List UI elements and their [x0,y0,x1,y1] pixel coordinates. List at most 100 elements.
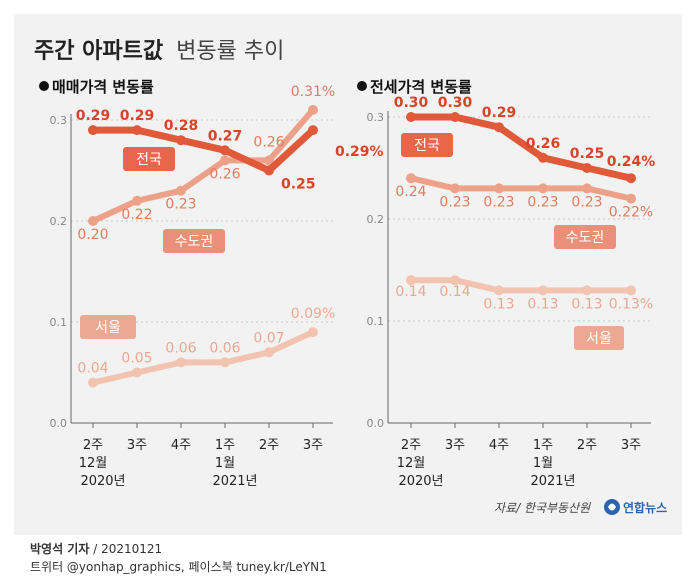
series-tag-box [574,326,624,350]
data-point [176,357,186,368]
series-line-nation [407,113,635,182]
data-point [88,377,98,388]
data-label: 0.24% [607,154,656,170]
chart-title: 매매가격 변동률 [52,78,154,96]
y-tick-label: 0.2 [50,215,68,228]
x-tick-label: 3주 [127,438,147,453]
x-month-label: 1월 [533,456,553,471]
data-point [406,275,416,286]
chart-jeonse-price: 전세가격 변동률 0.0 0.1 0.2 0.3 2주 12월 2020년 3주 4주 1주 1월 20… [357,78,655,489]
series-tag-label: 서울 [95,320,121,336]
data-point [220,155,230,166]
series-tag-box [123,147,175,171]
data-label: 0.28 [164,118,199,134]
data-label: 0.29 [76,108,111,124]
x-tick-label: 2주 [83,438,103,453]
byline: 박영석 기자 / 20210121 [30,540,327,558]
series-tag-box [80,315,136,339]
data-point [626,285,636,296]
data-label: 0.22 [121,207,152,223]
y-tick-label: 0.0 [50,417,68,430]
data-point [450,112,460,122]
x-month-label: 12월 [79,456,108,471]
data-label: 0.14 [395,284,426,300]
data-label: 0.29 [482,105,517,121]
series-line-seoul [408,277,634,294]
data-label: 0.23 [439,194,470,210]
data-point [264,347,274,358]
data-point [494,285,504,296]
data-label: 0.29% [335,144,384,160]
data-point [582,285,592,296]
data-point [450,275,460,286]
data-point [406,112,416,122]
data-label: 0.13 [571,296,602,312]
series-tag-label: 서울 [586,331,612,347]
data-label: 0.06 [209,340,240,356]
data-label: 0.26 [209,166,240,182]
x-tick-label: 2주 [577,438,597,453]
series-line-capital [90,106,316,224]
series-tag-box [554,225,616,249]
x-year-label: 2021년 [530,474,575,489]
chart-canvas: 주간 아파트값 변동률 추이 매매가격 변동률 0.0 0.1 0.2 0.3 2주 12월… [34,39,667,515]
page-title-light: 변동률 추이 [176,39,284,64]
infographic-panel: 주간 아파트값 변동률 추이 매매가격 변동률 0.0 0.1 0.2 0.3 2주 12월… [14,14,682,535]
x-tick-label: 1주 [533,438,553,453]
data-point [220,145,230,156]
data-label: 0.23 [483,194,514,210]
data-point [450,183,460,194]
data-point [626,173,636,184]
data-point [308,327,318,338]
x-month-label: 12월 [397,456,426,471]
data-point [176,185,186,196]
data-point [88,216,98,226]
data-label: 0.25 [570,146,605,162]
series-tag-box [163,229,225,253]
data-point [582,163,592,173]
data-point [308,104,318,115]
x-tick-label: 2주 [401,438,421,453]
data-label: 0.07 [253,330,284,346]
data-label: 0.25 [281,177,316,193]
page-title: 주간 아파트값 변동률 추이 [34,39,284,64]
data-label: 0.23 [165,197,196,213]
data-label: 0.22% [609,205,653,221]
y-tick-label: 0.3 [50,114,68,127]
data-point [132,125,142,136]
yonhap-logo: 연합뉴스 [604,499,667,515]
x-tick-label: 2주 [259,438,279,453]
yonhap-logo-mark [608,503,616,511]
y-tick-label: 0.0 [367,417,385,430]
data-label: 0.13% [609,296,653,312]
y-tick-label: 0.1 [50,316,68,329]
data-label: 0.26 [253,134,284,150]
data-label: 0.26 [526,136,561,152]
y-tick-label: 0.3 [367,111,385,124]
chart-title-bullet-icon [357,81,367,91]
data-label: 0.23 [527,194,558,210]
data-point [132,367,142,378]
data-label: 0.24 [395,184,426,200]
byline-name: 박영석 기자 [30,542,90,556]
data-label: 0.13 [527,296,558,312]
series-tag-label: 수도권 [566,230,605,246]
data-label: 0.13 [483,296,514,312]
data-point [220,357,230,368]
footer: 박영석 기자 / 20210121 트위터 @yonhap_graphics, … [30,540,327,576]
series-tag-label: 수도권 [175,234,214,250]
series-line-capital [408,175,634,202]
data-label: 0.23 [571,194,602,210]
x-month-label: 1월 [215,456,235,471]
yonhap-logo-text: 연합뉴스 [623,500,667,515]
data-label: 0.30 [438,95,473,111]
y-tick-label: 0.2 [367,213,385,226]
data-point [538,183,548,194]
data-label: 0.20 [77,227,108,243]
chart-title: 전세가격 변동률 [370,78,472,96]
x-tick-label: 3주 [621,438,641,453]
series-tag-label: 전국 [136,152,162,168]
data-point [308,125,318,136]
page-title-bold: 주간 아파트값 [34,39,163,64]
data-point [176,135,186,146]
